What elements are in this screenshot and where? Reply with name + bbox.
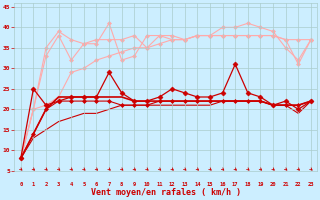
X-axis label: Vent moyen/en rafales ( km/h ): Vent moyen/en rafales ( km/h ): [91, 188, 241, 197]
